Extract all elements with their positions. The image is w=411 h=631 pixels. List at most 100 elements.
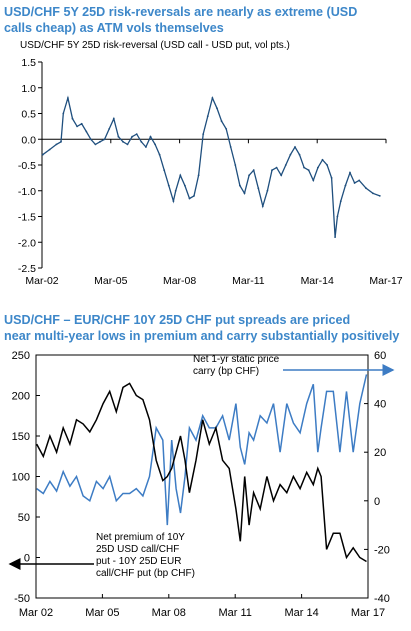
- y-tick-label: -2.5: [18, 263, 36, 275]
- risk-reversal-point: [126, 143, 129, 146]
- risk-reversal-point: [336, 215, 339, 218]
- y-tick-label: -2.0: [18, 237, 36, 249]
- risk-reversal-point: [298, 153, 301, 156]
- risk-reversal-point: [80, 122, 83, 125]
- risk-reversal-point: [193, 195, 195, 197]
- y-tick-label: 0.5: [21, 109, 36, 121]
- x-tick-label: Mar 11: [218, 607, 251, 619]
- risk-reversal-point: [184, 184, 186, 187]
- premium-label-line3: put - 10Y 25D EUR: [96, 556, 182, 567]
- x-tick-label: Mar 08: [152, 607, 186, 619]
- chart1-subtitle: USD/CHF 5Y 25D risk-reversal (USD call -…: [20, 40, 290, 51]
- risk-reversal-point: [261, 205, 264, 208]
- risk-reversal-point: [307, 169, 310, 172]
- right-y-tick-label: -40: [374, 593, 390, 605]
- risk-reversal-point: [122, 140, 124, 143]
- risk-reversal-point: [372, 192, 374, 195]
- left-y-tick-label: -50: [14, 593, 30, 605]
- risk-reversal-point: [197, 174, 200, 177]
- risk-reversal-point: [303, 166, 305, 169]
- risk-reversal-point: [284, 164, 287, 166]
- risk-reversal-point: [275, 166, 278, 169]
- carry-series-label: Net 1-yr static price carry (bp CHF): [193, 354, 279, 378]
- left-y-tick-label: 250: [12, 350, 30, 362]
- y-tick-label: 1.5: [21, 57, 36, 69]
- chart1-title-line2: calls cheap) as ATM vols themselves: [4, 21, 224, 35]
- risk-reversal-point: [85, 130, 88, 133]
- risk-reversal-point: [131, 135, 134, 138]
- risk-reversal-point: [234, 164, 237, 166]
- y-tick-label: -1.5: [18, 212, 36, 224]
- left-y-tick-label: 200: [12, 391, 30, 403]
- risk-reversal-point: [206, 115, 209, 117]
- chart2-title-line2: near multi-year lows in premium and carr…: [4, 329, 400, 343]
- risk-reversal-point: [243, 192, 246, 195]
- chart1-title-line1: USD/CHF 5Y 25D risk-reversals are nearly…: [4, 5, 358, 19]
- right-y-tick-label: -20: [374, 544, 390, 556]
- plot-frame: [35, 354, 369, 599]
- risk-reversal-point: [266, 189, 269, 192]
- risk-reversal-point: [158, 153, 161, 156]
- x-tick-label: Mar-02: [25, 275, 58, 287]
- left-y-tick-label: 0: [24, 553, 30, 565]
- risk-reversal-point: [172, 200, 175, 203]
- risk-reversal-point: [60, 140, 62, 143]
- risk-reversal-point: [334, 236, 336, 239]
- risk-reversal-point: [252, 169, 255, 172]
- risk-reversal-point: [89, 138, 92, 141]
- risk-reversal-point: [280, 174, 283, 177]
- left-y-tick-label: 100: [12, 472, 30, 484]
- premium-label-line2: 25D USD call/CHF: [96, 544, 180, 555]
- x-tick-label: Mar 02: [19, 607, 53, 619]
- risk-reversal-point: [117, 135, 120, 138]
- risk-reversal-point: [353, 182, 356, 184]
- risk-reversal-point: [339, 200, 342, 203]
- risk-reversal-point: [349, 171, 351, 174]
- risk-reversal-point: [365, 187, 367, 190]
- risk-reversal-point: [94, 143, 97, 146]
- carry-line: [36, 374, 368, 526]
- risk-reversal-point: [135, 133, 138, 136]
- x-tick-label: Mar-14: [301, 275, 334, 287]
- risk-reversal-point: [257, 187, 260, 190]
- risk-reversal-point: [67, 97, 69, 99]
- risk-reversal-point: [330, 177, 333, 179]
- risk-reversal-point: [179, 174, 182, 177]
- risk-reversal-point: [317, 166, 319, 169]
- risk-reversal-point: [271, 169, 273, 172]
- risk-reversal-point: [149, 135, 152, 138]
- risk-reversal-point: [76, 125, 78, 128]
- risk-reversal-point: [321, 158, 324, 161]
- risk-reversal-point: [344, 184, 347, 187]
- y-tick-label: -1.0: [18, 186, 36, 198]
- risk-reversal-point: [188, 197, 191, 200]
- right-y-tick-label: 60: [374, 350, 386, 362]
- y-tick-label: 0.0: [21, 134, 36, 146]
- risk-reversal-point: [71, 117, 74, 120]
- risk-reversal-point: [112, 117, 115, 120]
- x-tick-label: Mar-11: [232, 275, 265, 287]
- risk-reversal-point: [62, 112, 65, 115]
- risk-reversal-point: [167, 184, 170, 187]
- risk-reversal-point: [174, 189, 177, 192]
- risk-reversal-point: [358, 179, 361, 182]
- risk-reversal-point: [248, 174, 251, 177]
- premium-line: [36, 382, 367, 563]
- risk-reversal-point: [108, 127, 111, 130]
- risk-reversal-point: [145, 146, 147, 148]
- risk-reversal-point: [202, 133, 205, 136]
- left-y-tick-label: 50: [18, 512, 30, 524]
- risk-reversal-point: [289, 153, 292, 156]
- risk-reversal-point: [48, 148, 51, 151]
- risk-reversal-point: [211, 97, 214, 99]
- risk-reversal-point: [103, 138, 106, 141]
- left-y-tick-label: 150: [12, 431, 30, 443]
- risk-reversal-point: [216, 107, 218, 110]
- risk-reversal-point: [378, 195, 381, 197]
- risk-reversal-point: [229, 146, 232, 148]
- carry-label-line2: carry (bp CHF): [193, 366, 260, 377]
- risk-reversal-point: [99, 140, 101, 143]
- x-tick-label: Mar 14: [284, 607, 318, 619]
